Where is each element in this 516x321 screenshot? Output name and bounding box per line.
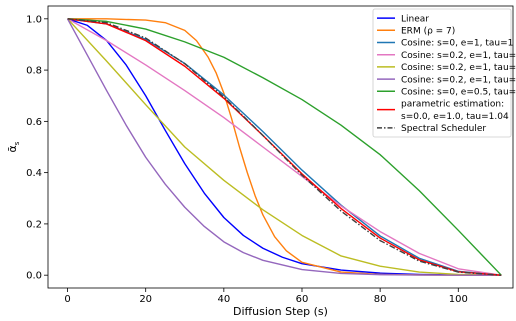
x-tick-label: 0	[64, 294, 70, 305]
legend-label-7: Cosine: s=0, e=0.5, tau=1	[401, 88, 516, 98]
x-tick-label: 100	[449, 294, 468, 305]
legend-label-5: Cosine: s=0.2, e=1, tau=2	[401, 63, 516, 73]
series-line-4	[67, 18, 502, 276]
y-axis-label-main: ᾱ	[6, 145, 19, 152]
legend-label-8: parametric estimation:	[401, 100, 504, 110]
series-line-6	[66, 18, 502, 276]
legend: Linear ERM (ρ = 7) Cosine: s=0, e=1, tau=1…	[372, 8, 516, 138]
y-axis-label: ᾱs	[6, 141, 21, 152]
legend-label-4: Cosine: s=0.2, e=1, tau=1	[401, 51, 516, 61]
y-tick-label: 0.2	[26, 219, 42, 230]
series-layer	[66, 18, 502, 276]
y-tick-label: 0.4	[26, 168, 42, 179]
y-tick-label: 1.0	[26, 14, 42, 25]
legend-label-8: s=0.0, e=1.0, tau=1.04	[401, 112, 509, 122]
plot-frame	[47, 5, 514, 289]
y-tick-label: 0.6	[26, 117, 42, 128]
x-tick-label: 60	[296, 294, 309, 305]
y-tick-label: 0.0	[26, 271, 42, 282]
legend-box	[372, 8, 512, 138]
series-line-2	[67, 18, 502, 276]
x-axis-label: Diffusion Step (s)	[233, 305, 328, 318]
series-line-3	[67, 18, 502, 276]
legend-label-2: ERM (ρ = 7)	[401, 27, 455, 37]
legend-label-9: Spectral Scheduler	[401, 124, 486, 134]
y-axis-label-subscript: s	[13, 141, 21, 145]
legend-label-1: Linear	[401, 14, 429, 24]
x-tick-label: 40	[217, 294, 230, 305]
legend-label-3: Cosine: s=0, e=1, tau=1	[401, 39, 513, 49]
x-tick-label: 20	[139, 294, 152, 305]
series-line-7	[67, 18, 502, 276]
x-tick-label: 80	[374, 294, 387, 305]
y-tick-label: 0.8	[26, 66, 42, 77]
axes-layer: 0 20 40 60 80 100 0.0 0.2 0.4 0.6 0.8 1.0	[26, 14, 468, 305]
series-line-5	[67, 18, 502, 276]
legend-label-6: Cosine: s=0.2, e=1, tau=3	[401, 75, 516, 85]
svg-text:ᾱs: ᾱs	[6, 141, 21, 152]
series-line-1	[67, 18, 502, 276]
series-line-9	[67, 18, 502, 276]
